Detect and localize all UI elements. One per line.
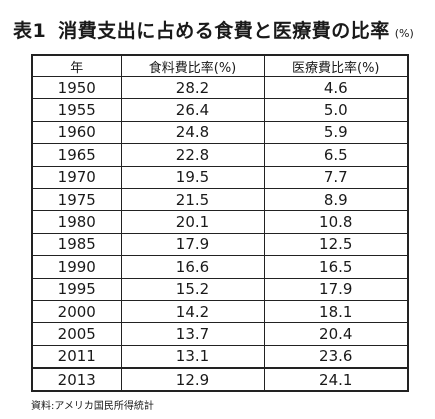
medical-ratio-cell: 10.8	[263, 210, 409, 234]
year-cell: 1975	[31, 187, 122, 212]
header-medical-ratio: 医療費比率(%)	[263, 54, 409, 77]
table-title: 表1 消費支出に占める食費と医療費の比率 (%)	[13, 16, 414, 46]
food-ratio-cell: 28.2	[120, 75, 265, 100]
food-ratio-cell: 12.9	[120, 367, 265, 392]
medical-ratio-cell: 24.1	[263, 367, 409, 392]
table-number: 表1	[13, 20, 47, 42]
header-row: 年 食料費比率(%) 医療費比率(%)	[31, 54, 409, 77]
medical-ratio-cell: 17.9	[263, 277, 409, 301]
food-ratio-cell: 26.4	[120, 98, 265, 122]
medical-ratio-cell: 18.1	[263, 299, 409, 324]
medical-ratio-cell: 20.4	[263, 322, 409, 346]
year-cell: 1950	[31, 75, 122, 100]
table-row: 2011 13.1 23.6	[31, 344, 409, 369]
table-row: 2000 14.2 18.1	[31, 299, 409, 324]
year-cell: 1970	[31, 165, 122, 189]
medical-ratio-cell: 5.0	[263, 98, 409, 122]
table-row: 2013 12.9 24.1	[31, 367, 409, 392]
food-ratio-cell: 13.7	[120, 322, 265, 346]
header-food-ratio: 食料費比率(%)	[120, 54, 265, 77]
table-row: 1985 17.9 12.5	[31, 232, 409, 257]
food-ratio-cell: 15.2	[120, 277, 265, 301]
food-ratio-cell: 14.2	[120, 299, 265, 324]
source-note: 資料:アメリカ国民所得統計	[31, 401, 154, 412]
medical-ratio-cell: 12.5	[263, 232, 409, 257]
food-ratio-cell: 13.1	[120, 344, 265, 369]
header-year: 年	[31, 54, 122, 77]
table-row: 1960 24.8 5.9	[31, 120, 409, 145]
food-ratio-cell: 17.9	[120, 232, 265, 257]
year-cell: 1985	[31, 232, 122, 257]
year-cell: 2005	[31, 322, 122, 346]
table-body: 1950 28.2 4.6 1955 26.4 5.0 1960 24.8 5.9 1965 22.…	[31, 75, 409, 392]
title-unit: (%)	[394, 27, 414, 40]
medical-ratio-cell: 5.9	[263, 120, 409, 145]
data-table: 年 食料費比率(%) 医療費比率(%) 1950 28.2 4.6 1955 26.4 5…	[31, 54, 409, 393]
medical-ratio-cell: 7.7	[263, 165, 409, 189]
year-cell: 2013	[31, 367, 122, 392]
year-cell: 1980	[31, 210, 122, 234]
table-row: 1980 20.1 10.8	[31, 210, 409, 234]
medical-ratio-cell: 4.6	[263, 75, 409, 100]
year-cell: 1955	[31, 98, 122, 122]
year-cell: 2011	[31, 344, 122, 369]
medical-ratio-cell: 16.5	[263, 255, 409, 279]
table-row: 1995 15.2 17.9	[31, 277, 409, 301]
medical-ratio-cell: 23.6	[263, 344, 409, 369]
medical-ratio-cell: 6.5	[263, 143, 409, 167]
table-row: 1990 16.6 16.5	[31, 255, 409, 279]
food-ratio-cell: 22.8	[120, 143, 265, 167]
title-text: 消費支出に占める食費と医療費の比率	[58, 20, 390, 42]
year-cell: 2000	[31, 299, 122, 324]
food-ratio-cell: 21.5	[120, 187, 265, 212]
year-cell: 1995	[31, 277, 122, 301]
food-ratio-cell: 20.1	[120, 210, 265, 234]
table-row: 2005 13.7 20.4	[31, 322, 409, 346]
table-row: 1975 21.5 8.9	[31, 187, 409, 212]
food-ratio-cell: 16.6	[120, 255, 265, 279]
table-row: 1950 28.2 4.6	[31, 75, 409, 100]
year-cell: 1960	[31, 120, 122, 145]
table-row: 1970 19.5 7.7	[31, 165, 409, 189]
food-ratio-cell: 19.5	[120, 165, 265, 189]
year-cell: 1965	[31, 143, 122, 167]
year-cell: 1990	[31, 255, 122, 279]
medical-ratio-cell: 8.9	[263, 187, 409, 212]
table-row: 1965 22.8 6.5	[31, 143, 409, 167]
food-ratio-cell: 24.8	[120, 120, 265, 145]
table-row: 1955 26.4 5.0	[31, 98, 409, 122]
